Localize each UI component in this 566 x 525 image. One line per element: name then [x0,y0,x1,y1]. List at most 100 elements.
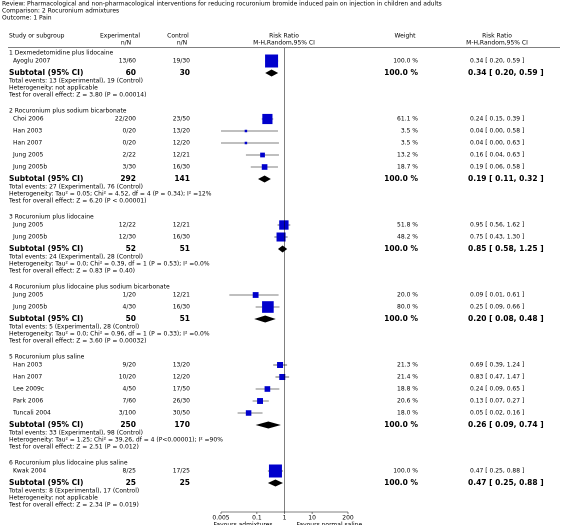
control: 26/30 [173,398,190,405]
experimental: 2/22 [123,152,137,159]
subtotal-weight: 100.0 % [384,314,418,323]
study-box [276,232,286,242]
study-box [279,220,289,230]
heterogeneity: Heterogeneity: not applicable [9,495,98,502]
experimental: 3/30 [123,164,137,171]
control: 16/30 [173,304,190,311]
total-events: Total events: 5 (Experimental), 28 (Cont… [8,324,139,331]
effect: 0.04 [ 0.00, 0.63 ] [470,140,524,147]
control: 30/50 [173,410,190,417]
study-box [244,129,248,133]
subtotal-control: 141 [174,174,190,183]
total-events: Total events: 8 (Experimental), 17 (Cont… [8,488,139,495]
study-box [277,362,284,368]
subtotal-label: Subtotal (95% CI) [9,314,83,323]
subtotal-diamond [277,245,288,253]
weight: 48.2 % [397,234,418,241]
group-title: 4 Rocuronium plus lidocaine plus sodium … [9,284,170,291]
study-name: Han 2007 [13,374,42,381]
x-tick-label: 200 [342,515,354,522]
weight: 3.5 % [401,140,418,147]
group-title: 5 Rocuronium plus saline [9,354,85,361]
subtotal-effect: 0.26 [ 0.09, 0.74 ] [468,420,544,429]
study-name: Han 2007 [13,140,42,147]
col-header: Study or subgroup [9,33,65,40]
experimental: 7/60 [123,398,137,405]
effect: 0.95 [ 0.56, 1.62 ] [470,222,524,229]
subtotal-experimental: 52 [126,244,136,253]
total-events: Total events: 13 (Experimental), 19 (Con… [8,78,143,85]
weight: 13.2 % [397,152,418,159]
heterogeneity: Heterogeneity: Tau² = 1.25; Chi² = 39.26… [9,437,223,444]
experimental: 12/22 [119,222,136,229]
experimental: 0/20 [123,140,137,147]
effect: 0.04 [ 0.00, 0.58 ] [470,128,524,135]
x-tick-label: 0.005 [212,515,229,522]
weight: 100.0 % [393,468,418,475]
experimental: 22/200 [115,116,136,123]
experimental: 13/60 [119,58,136,65]
subtotal-control: 30 [180,68,190,77]
subtotal-effect: 0.19 [ 0.11, 0.32 ] [468,174,544,183]
heterogeneity: Heterogeneity: Tau² = 0.0; Chi² = 0.39, … [9,261,210,268]
favours-left: Favours admixtures [214,522,273,525]
control: 17/25 [173,468,190,475]
subtotal-weight: 100.0 % [384,420,418,429]
effect: 0.05 [ 0.02, 0.16 ] [470,410,524,417]
effect: 0.83 [ 0.47, 1.47 ] [470,374,524,381]
subtotal-experimental: 60 [126,68,136,77]
study-name: Jung 2005 [12,222,44,229]
control: 12/21 [173,222,190,229]
subtotal-control: 170 [174,420,190,429]
effect: 0.69 [ 0.39, 1.24 ] [470,362,524,369]
overall-effect: Test for overall effect: Z = 2.51 (P = 0… [8,444,139,451]
subtotal-label: Subtotal (95% CI) [9,420,83,429]
study-name: Ayoglu 2007 [13,58,51,65]
weight: 80.0 % [397,304,418,311]
subtotal-effect: 0.47 [ 0.25, 0.88 ] [468,478,544,487]
effect: 0.47 [ 0.25, 0.88 ] [470,468,524,475]
effect: 0.34 [ 0.20, 0.59 ] [470,58,524,65]
study-box [279,373,286,381]
study-name: Kwak 2004 [13,468,46,475]
control: 23/50 [173,116,190,123]
x-tick-label: 0.1 [252,515,262,522]
subtotal-experimental: 50 [126,314,136,323]
study-name: Jung 2005 [12,292,44,299]
subtotal-weight: 100.0 % [384,478,418,487]
subtotal-label: Subtotal (95% CI) [9,244,83,253]
control: 12/21 [173,152,190,159]
total-events: Total events: 27 (Experimental), 76 (Con… [8,184,143,191]
subtotal-diamond [258,175,271,183]
subtotal-experimental: 25 [126,478,136,487]
effect: 0.09 [ 0.01, 0.61 ] [470,292,524,299]
control: 16/30 [173,164,190,171]
col-header: n/N [121,40,131,47]
weight: 21.4 % [397,374,418,381]
group-title: 1 Dexmedetomidine plus lidocaine [9,50,114,57]
subtotal-control: 51 [180,244,190,253]
overall-effect: Test for overall effect: Z = 3.80 (P = 0… [8,92,146,99]
study-name: Jung 2005 [12,152,44,159]
col-header: M-H,Random,95% CI [253,40,315,47]
experimental: 3/100 [119,410,136,417]
favours-right: Favours normal saline [297,522,363,525]
weight: 100.0 % [393,58,418,65]
effect: 0.19 [ 0.06, 0.58 ] [470,164,524,171]
subtotal-control: 51 [180,314,190,323]
weight: 3.5 % [401,128,418,135]
study-name: Jung 2005b [12,164,47,171]
study-box [261,164,268,170]
study-box [245,410,252,416]
experimental: 0/20 [123,128,137,135]
control: 13/20 [173,128,190,135]
experimental: 8/25 [123,468,137,475]
subtotal-weight: 100.0 % [384,244,418,253]
effect: 0.16 [ 0.04, 0.63 ] [470,152,524,159]
effect: 0.75 [ 0.43, 1.30 ] [470,234,524,241]
subtotal-diamond [267,479,283,487]
experimental: 4/30 [123,304,137,311]
study-name: Han 2003 [13,362,42,369]
weight: 61.1 % [397,116,418,123]
